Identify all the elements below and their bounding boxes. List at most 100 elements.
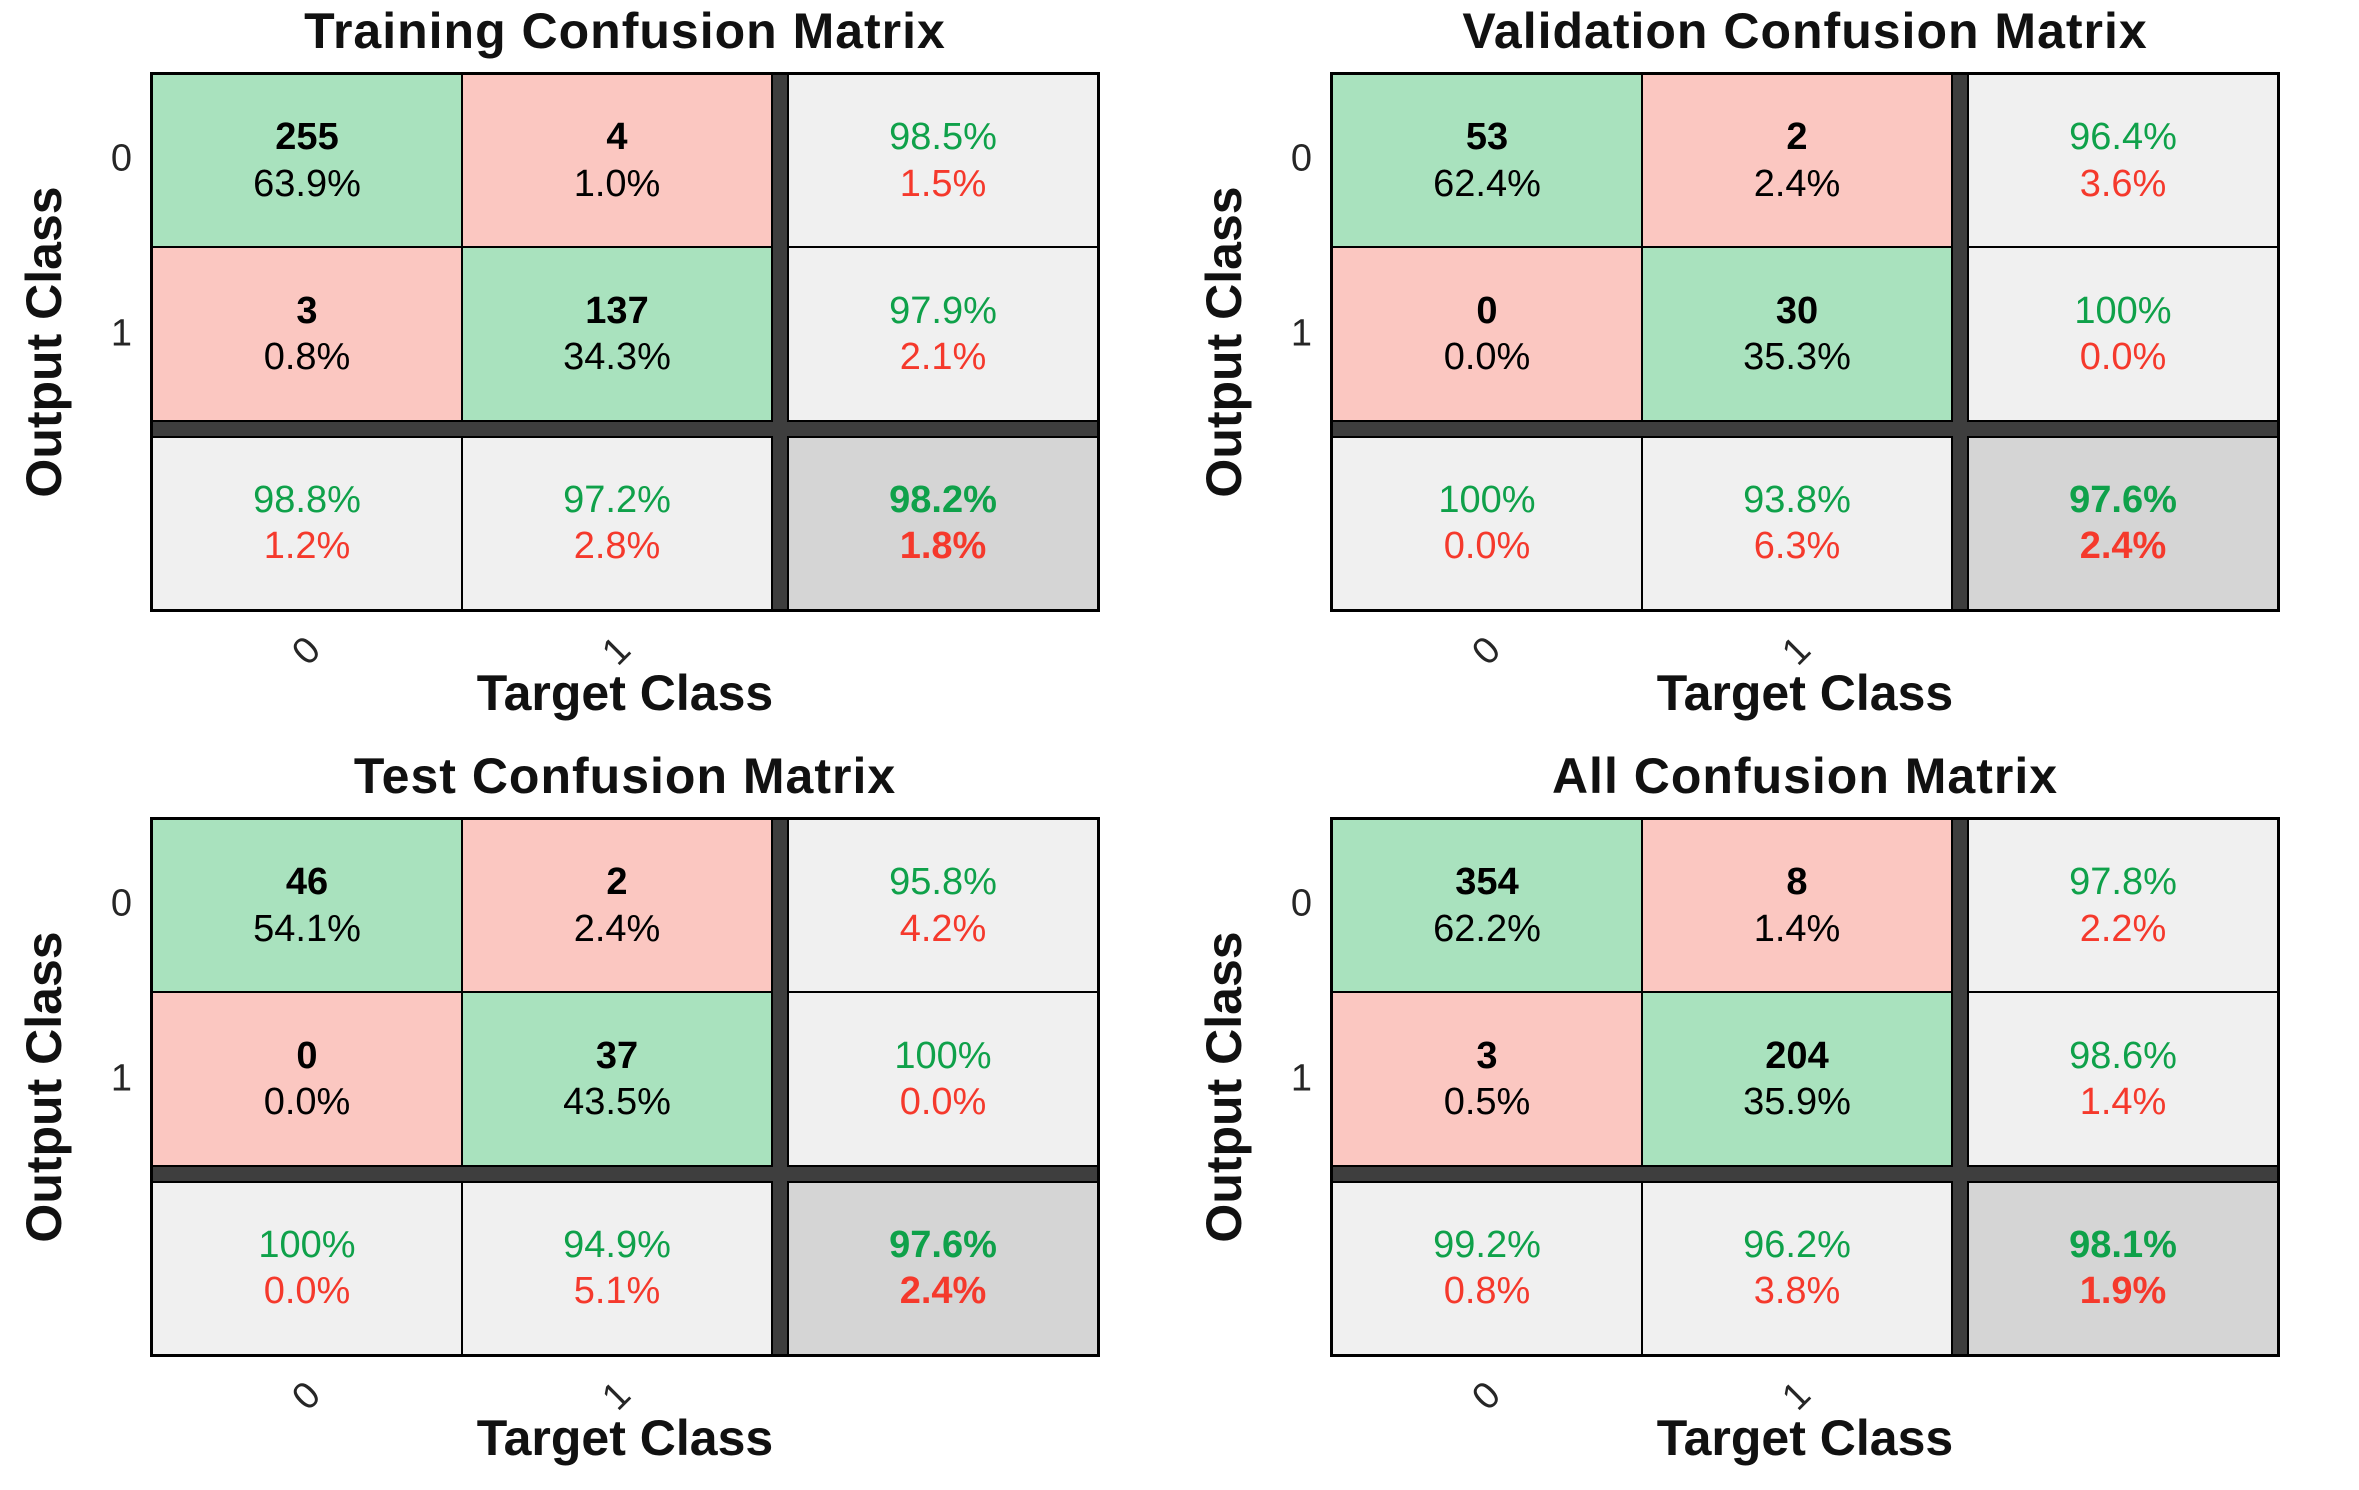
col-summary-1: 96.2% 3.8% — [1643, 1182, 1951, 1354]
panel-title: Training Confusion Matrix — [304, 3, 946, 59]
cell-count: 2 — [1786, 116, 1808, 159]
cell-count: 204 — [1765, 1034, 1829, 1077]
summary-red-pct: 6.3% — [1753, 525, 1841, 568]
cell-output0-target0: 255 63.9% — [153, 75, 461, 247]
cell-pct: 62.4% — [1433, 162, 1541, 205]
summary-green-pct: 97.8% — [2069, 861, 2177, 904]
cell-output1-target1: 30 35.3% — [1643, 248, 1951, 420]
cell-pct: 2.4% — [573, 907, 661, 950]
summary-green-pct: 96.2% — [1743, 1223, 1851, 1266]
summary-divider-horizontal — [153, 1166, 1097, 1181]
y-tick-0: 0 — [110, 137, 132, 180]
cell-count: 30 — [1775, 289, 1819, 332]
cell-output0-target0: 354 62.2% — [1333, 820, 1641, 992]
row-summary-1: 97.9% 2.1% — [789, 248, 1097, 420]
cell-output1-target0: 0 0.0% — [1333, 248, 1641, 420]
row-summary-0: 97.8% 2.2% — [1969, 820, 2277, 992]
summary-green-pct: 95.8% — [889, 861, 997, 904]
cell-pct: 43.5% — [563, 1080, 671, 1123]
summary-red-pct: 0.0% — [899, 1080, 987, 1123]
cell-count: 137 — [585, 289, 649, 332]
summary-red-pct: 2.2% — [2079, 907, 2167, 950]
summary-divider-vertical — [773, 75, 787, 609]
cell-output1-target0: 3 0.8% — [153, 248, 461, 420]
summary-green-pct: 93.8% — [1743, 478, 1851, 521]
cell-pct: 34.3% — [563, 335, 671, 378]
cell-pct: 1.0% — [573, 162, 661, 205]
y-tick-0: 0 — [110, 882, 132, 925]
cell-pct: 1.4% — [1753, 907, 1841, 950]
cell-count: 4 — [606, 116, 628, 159]
cell-output1-target0: 3 0.5% — [1333, 993, 1641, 1165]
summary-divider-vertical — [1953, 820, 1967, 1354]
cell-output0-target0: 53 62.4% — [1333, 75, 1641, 247]
overall-error-pct: 2.4% — [899, 1270, 987, 1313]
summary-green-pct: 98.8% — [253, 478, 361, 521]
cell-output0-target1: 8 1.4% — [1643, 820, 1951, 992]
cell-output0-target1: 2 2.4% — [463, 820, 771, 992]
overall-error-pct: 2.4% — [2079, 525, 2167, 568]
cell-count: 0 — [1476, 289, 1498, 332]
cell-count: 46 — [285, 861, 329, 904]
summary-green-pct: 100% — [2074, 289, 2172, 332]
cell-count: 2 — [606, 861, 628, 904]
summary-red-pct: 3.8% — [1753, 1270, 1841, 1313]
cell-count: 37 — [595, 1034, 639, 1077]
summary-green-pct: 96.4% — [2069, 116, 2177, 159]
summary-red-pct: 3.6% — [2079, 162, 2167, 205]
summary-red-pct: 1.2% — [263, 525, 351, 568]
cell-count: 53 — [1465, 116, 1509, 159]
summary-red-pct: 1.4% — [2079, 1080, 2167, 1123]
col-summary-0: 100% 0.0% — [1333, 437, 1641, 609]
summary-red-pct: 0.0% — [263, 1270, 351, 1313]
cell-pct: 54.1% — [253, 907, 361, 950]
summary-green-pct: 98.5% — [889, 116, 997, 159]
panel-title: Test Confusion Matrix — [353, 748, 897, 804]
summary-red-pct: 1.5% — [899, 162, 987, 205]
cell-pct: 63.9% — [253, 162, 361, 205]
panel-title: All Confusion Matrix — [1551, 748, 2059, 804]
summary-divider-horizontal — [1333, 421, 2277, 436]
row-summary-1: 98.6% 1.4% — [1969, 993, 2277, 1165]
confusion-matrix-grid: 354 62.2% 8 1.4% 97.8% 2.2% 3 0.5% 204 3… — [1330, 817, 2280, 1357]
validation-confusion-matrix-panel: Validation Confusion Matrix Output Class… — [1180, 0, 2359, 745]
col-summary-1: 93.8% 6.3% — [1643, 437, 1951, 609]
x-axis-label: Target Class — [476, 1410, 774, 1466]
cell-pct: 0.0% — [1443, 335, 1531, 378]
overall-accuracy-cell: 97.6% 2.4% — [1969, 437, 2277, 609]
y-tick-1: 1 — [1290, 1057, 1312, 1100]
y-tick-1: 1 — [110, 312, 132, 355]
cell-count: 255 — [275, 116, 339, 159]
confusion-matrix-grid: 53 62.4% 2 2.4% 96.4% 3.6% 0 0.0% 30 35.… — [1330, 72, 2280, 612]
col-summary-0: 98.8% 1.2% — [153, 437, 461, 609]
test-confusion-matrix-panel: Test Confusion Matrix Output Class 0 1 4… — [0, 745, 1179, 1490]
summary-green-pct: 100% — [258, 1223, 356, 1266]
col-summary-0: 99.2% 0.8% — [1333, 1182, 1641, 1354]
summary-green-pct: 97.9% — [889, 289, 997, 332]
summary-red-pct: 2.8% — [573, 525, 661, 568]
cell-count: 0 — [296, 1034, 318, 1077]
row-summary-0: 95.8% 4.2% — [789, 820, 1097, 992]
summary-red-pct: 0.0% — [1443, 525, 1531, 568]
summary-divider-horizontal — [1333, 1166, 2277, 1181]
cell-pct: 62.2% — [1433, 907, 1541, 950]
overall-accuracy-pct: 97.6% — [889, 1223, 997, 1266]
cell-output0-target0: 46 54.1% — [153, 820, 461, 992]
row-summary-0: 96.4% 3.6% — [1969, 75, 2277, 247]
cell-count: 3 — [296, 289, 318, 332]
panel-title: Validation Confusion Matrix — [1462, 3, 2148, 59]
overall-accuracy-cell: 98.1% 1.9% — [1969, 1182, 2277, 1354]
cell-output0-target1: 2 2.4% — [1643, 75, 1951, 247]
summary-red-pct: 2.1% — [899, 335, 987, 378]
overall-error-pct: 1.8% — [899, 525, 987, 568]
summary-green-pct: 100% — [1438, 478, 1536, 521]
cell-pct: 35.3% — [1743, 335, 1851, 378]
cell-pct: 0.0% — [263, 1080, 351, 1123]
summary-red-pct: 4.2% — [899, 907, 987, 950]
row-summary-0: 98.5% 1.5% — [789, 75, 1097, 247]
cell-pct: 2.4% — [1753, 162, 1841, 205]
summary-red-pct: 5.1% — [573, 1270, 661, 1313]
cell-output1-target1: 204 35.9% — [1643, 993, 1951, 1165]
cell-output1-target1: 37 43.5% — [463, 993, 771, 1165]
cell-output1-target1: 137 34.3% — [463, 248, 771, 420]
